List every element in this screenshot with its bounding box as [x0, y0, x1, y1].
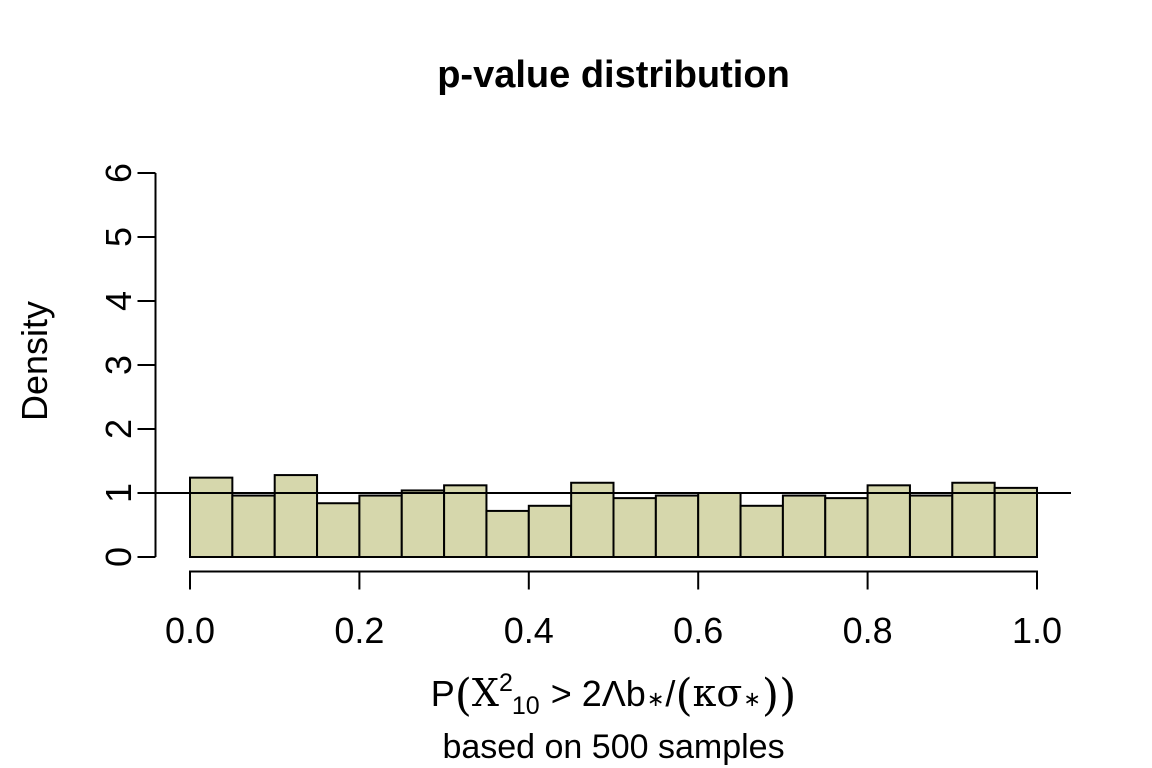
formula-star-1: ∗ — [646, 688, 665, 711]
histogram-bar-15 — [824, 497, 869, 558]
formula-kappa-sigma: κσ — [692, 671, 743, 715]
histogram-bar-8 — [527, 504, 573, 558]
x-axis-tick-label-4: 0.8 — [843, 610, 893, 651]
y-axis-tick-label-4: 4 — [98, 291, 139, 311]
histogram-bar-10 — [612, 497, 657, 558]
formula-subscript: 10 — [511, 692, 540, 720]
y-axis-tick-label-3: 3 — [98, 355, 139, 375]
x-axis-tick-label-5: 1.0 — [1012, 610, 1062, 651]
histogram-bar-11 — [654, 494, 700, 558]
y-axis-tick-label-6: 6 — [98, 163, 139, 183]
histogram-bar-16 — [866, 484, 911, 559]
formula-slash: / — [665, 673, 676, 714]
x-axis-tick-label-1: 0.2 — [334, 610, 384, 651]
histogram-bar-0 — [189, 476, 234, 559]
formula-open-paren: ( — [454, 670, 472, 721]
x-axis-tick-label-2: 0.4 — [504, 610, 554, 651]
y-axis-tick-label-5: 5 — [98, 227, 139, 247]
histogram-bar-9 — [570, 481, 615, 559]
x-axis-title: P(X210 > 2Λb∗/(κσ∗)) — [90, 669, 1137, 722]
chart-title: p-value distribution — [437, 54, 790, 96]
formula-coefficient: 2Λb — [581, 673, 646, 714]
histogram-bar-6 — [443, 484, 488, 559]
histogram-bar-3 — [316, 502, 361, 558]
x-axis-subtitle: based on 500 samples — [442, 728, 785, 766]
y-axis-tick-label-1: 1 — [98, 483, 139, 503]
histogram-bar-19 — [993, 486, 1039, 559]
formula-inner-close-paren: ) — [761, 670, 780, 721]
x-axis-tick-label-0: 0.0 — [165, 610, 215, 651]
histogram-bar-4 — [358, 494, 403, 558]
histogram-bar-18 — [951, 481, 996, 559]
formula-greater-than: > — [540, 673, 582, 714]
y-axis-tick-label-2: 2 — [98, 419, 139, 439]
formula-p: P — [430, 673, 455, 714]
formula-superscript: 2 — [498, 669, 513, 697]
formula-chi-symbol: X — [471, 671, 499, 715]
histogram-bar-13 — [739, 504, 784, 558]
histogram-bar-5 — [400, 489, 446, 558]
formula-star-2: ∗ — [743, 688, 761, 711]
y-axis-title: Density — [14, 300, 55, 422]
formula-inner-open-paren: ( — [675, 670, 693, 721]
histogram-bar-2 — [273, 474, 319, 558]
x-axis-tick-label-3: 0.6 — [673, 610, 723, 651]
histogram-bar-17 — [908, 494, 954, 558]
histogram-bar-14 — [781, 494, 827, 558]
formula-close-paren: ) — [779, 670, 797, 721]
y-axis-tick-label-0: 0 — [98, 547, 139, 567]
histogram-bar-1 — [231, 494, 276, 558]
histogram-bar-12 — [697, 492, 742, 558]
histogram-bar-7 — [485, 509, 530, 559]
